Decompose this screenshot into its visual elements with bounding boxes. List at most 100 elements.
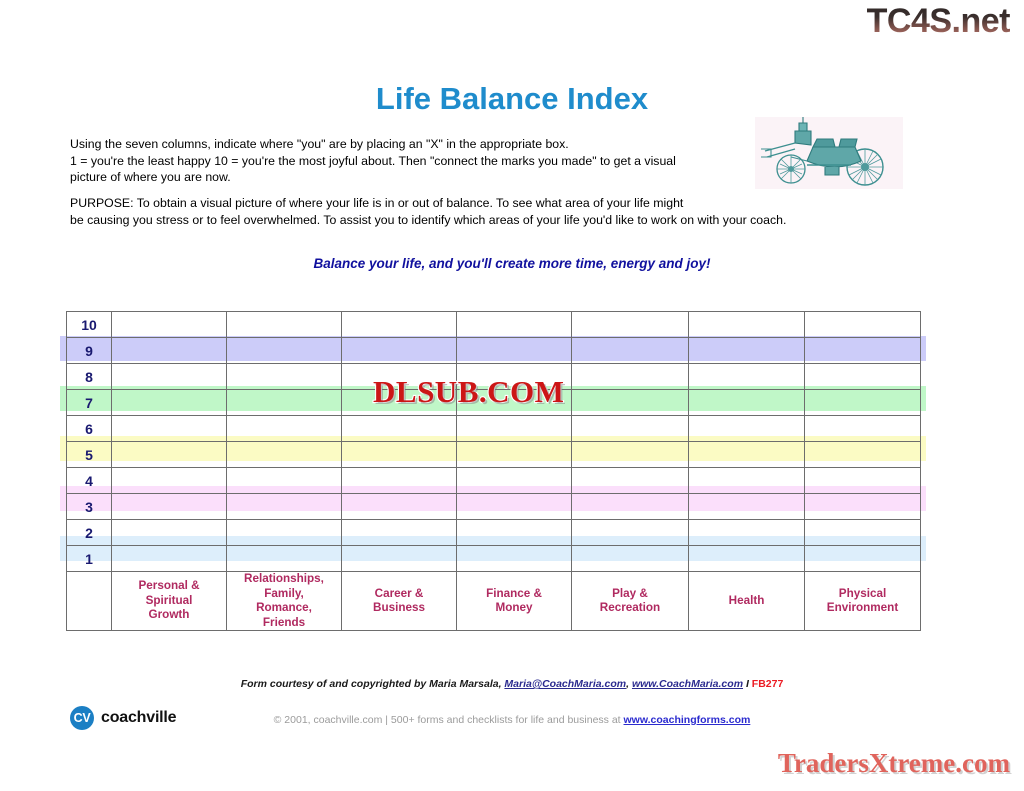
category-header-6: Health — [688, 571, 805, 631]
grid-cell[interactable] — [111, 311, 227, 338]
grid-cell[interactable] — [688, 441, 805, 468]
coachmaria-site-link[interactable]: www.CoachMaria.com — [631, 678, 744, 690]
grid-cell[interactable] — [226, 441, 342, 468]
grid-cell[interactable] — [111, 415, 227, 442]
courtesy-line: Form courtesy of and copyrighted by Mari… — [0, 678, 1024, 690]
email-link[interactable]: Maria@CoachMaria.com — [504, 678, 627, 690]
grid-cell[interactable] — [226, 545, 342, 572]
category-header-1: Personal & Spiritual Growth — [111, 571, 227, 631]
grid-cell[interactable] — [111, 545, 227, 572]
grid-cell[interactable] — [804, 441, 921, 468]
grid-cell[interactable] — [456, 493, 572, 520]
grid-cell[interactable] — [688, 519, 805, 546]
grid-cell[interactable] — [341, 363, 457, 390]
grid-cell[interactable] — [688, 363, 805, 390]
grid-cell[interactable] — [804, 363, 921, 390]
grid-row-10: 10 — [66, 311, 921, 338]
grid-cell[interactable] — [341, 415, 457, 442]
grid-cell[interactable] — [571, 363, 689, 390]
grid-cell[interactable] — [571, 311, 689, 338]
grid-row-7: 7 — [66, 389, 921, 416]
grid-cell[interactable] — [111, 337, 227, 364]
grid-cell[interactable] — [571, 467, 689, 494]
grid-cell[interactable] — [456, 415, 572, 442]
grid-cell[interactable] — [456, 311, 572, 338]
grid-cell[interactable] — [571, 389, 689, 416]
grid-cell[interactable] — [804, 311, 921, 338]
grid-cell[interactable] — [804, 545, 921, 572]
grid-cell[interactable] — [804, 389, 921, 416]
grid-cell[interactable] — [804, 337, 921, 364]
courtesy-separator: , — [626, 678, 632, 690]
grid-cell[interactable] — [341, 467, 457, 494]
coachville-logo: CV coachville — [70, 706, 177, 730]
grid-cell[interactable] — [688, 467, 805, 494]
grid-row-6: 6 — [66, 415, 921, 442]
grid-cell[interactable] — [111, 363, 227, 390]
grid-cell[interactable] — [226, 363, 342, 390]
grid-cell[interactable] — [226, 493, 342, 520]
grid-cell[interactable] — [226, 467, 342, 494]
cv-badge-icon: CV — [70, 706, 94, 730]
scale-label-1: 1 — [66, 545, 112, 572]
grid-cell[interactable] — [571, 519, 689, 546]
grid-cell[interactable] — [804, 467, 921, 494]
grid-cell[interactable] — [571, 441, 689, 468]
category-header-2: Relationships, Family, Romance, Friends — [226, 571, 342, 631]
scale-label-9: 9 — [66, 337, 112, 364]
grid-cell[interactable] — [111, 519, 227, 546]
grid-cell[interactable] — [688, 545, 805, 572]
grid-cell[interactable] — [688, 389, 805, 416]
grid-cell[interactable] — [456, 467, 572, 494]
grid-cell[interactable] — [341, 337, 457, 364]
grid-cell[interactable] — [571, 337, 689, 364]
grid-cell[interactable] — [804, 415, 921, 442]
grid-row-1: 1 — [66, 545, 921, 572]
grid-cell[interactable] — [226, 337, 342, 364]
category-header-4: Finance & Money — [456, 571, 572, 631]
courtesy-prefix: Form courtesy of and copyrighted by Mari… — [240, 678, 505, 690]
scale-label-4: 4 — [66, 467, 112, 494]
grid-row-4: 4 — [66, 467, 921, 494]
category-header-3: Career & Business — [341, 571, 457, 631]
grid-cell[interactable] — [571, 545, 689, 572]
grid-cell[interactable] — [688, 337, 805, 364]
grid-cell[interactable] — [341, 389, 457, 416]
grid-cell[interactable] — [456, 441, 572, 468]
grid-cell[interactable] — [226, 389, 342, 416]
dlsub-watermark: DLSUB.COM — [372, 373, 565, 410]
instructions-paragraph-1: Using the seven columns, indicate where … — [70, 137, 676, 184]
category-header-row: Personal & Spiritual Growth Relationships… — [66, 571, 921, 631]
grid-cell[interactable] — [111, 467, 227, 494]
grid-cell[interactable] — [226, 519, 342, 546]
grid-cell[interactable] — [688, 311, 805, 338]
grid-cell[interactable] — [456, 389, 572, 416]
grid-cell[interactable] — [804, 519, 921, 546]
scale-label-3: 3 — [66, 493, 112, 520]
grid-cell[interactable] — [111, 441, 227, 468]
grid-cell[interactable] — [341, 311, 457, 338]
coachingforms-link[interactable]: www.coachingforms.com — [623, 714, 751, 726]
grid-cell[interactable] — [341, 493, 457, 520]
grid-cell[interactable] — [456, 337, 572, 364]
grid-cell[interactable] — [341, 441, 457, 468]
coachville-wordmark: coachville — [101, 709, 177, 726]
scoring-table[interactable]: 10 9 8 7 6 5 4 3 2 1 Personal & Spiritual Growth Re… — [66, 311, 921, 631]
grid-cell[interactable] — [111, 389, 227, 416]
grid-cell[interactable] — [341, 545, 457, 572]
scale-label-5: 5 — [66, 441, 112, 468]
tradersxtreme-watermark: TradersXtreme.com — [777, 747, 1011, 779]
grid-cell[interactable] — [456, 519, 572, 546]
grid-cell[interactable] — [688, 493, 805, 520]
grid-cell[interactable] — [341, 519, 457, 546]
grid-cell[interactable] — [804, 493, 921, 520]
grid-cell[interactable] — [571, 415, 689, 442]
grid-cell[interactable] — [456, 545, 572, 572]
grid-cell[interactable] — [226, 415, 342, 442]
page-title: Life Balance Index — [375, 81, 649, 116]
grid-cell[interactable] — [111, 493, 227, 520]
grid-cell[interactable] — [226, 311, 342, 338]
grid-cell[interactable] — [571, 493, 689, 520]
grid-cell[interactable] — [688, 415, 805, 442]
life-balance-grid[interactable]: 10 9 8 7 6 5 4 3 2 1 Personal & Spiritual Growth Re… — [60, 311, 926, 631]
